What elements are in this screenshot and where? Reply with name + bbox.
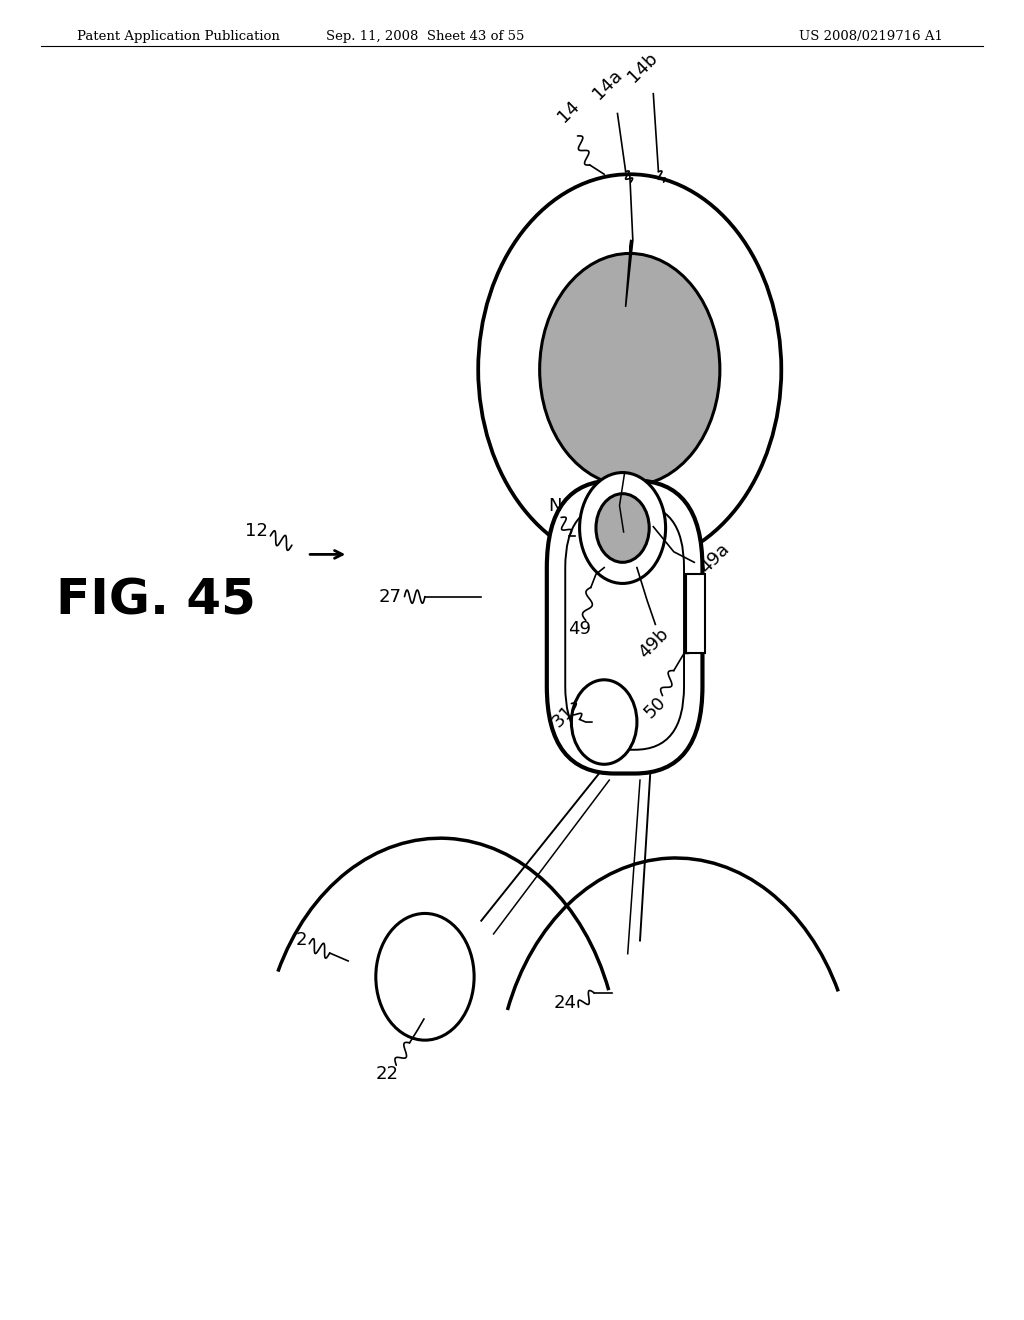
Circle shape [596,494,649,562]
Circle shape [540,253,720,486]
Text: Patent Application Publication: Patent Application Publication [77,30,280,44]
Text: 22: 22 [376,1065,398,1084]
Text: US 2008/0219716 A1: US 2008/0219716 A1 [799,30,943,44]
Text: 14: 14 [554,96,583,125]
Text: 49: 49 [568,620,591,639]
Text: 31: 31 [549,702,578,731]
Text: N: N [548,496,562,515]
FancyBboxPatch shape [547,480,702,774]
Text: 2: 2 [296,931,307,949]
Text: 12: 12 [246,521,268,540]
Text: 49a: 49a [696,540,733,577]
Text: 14a: 14a [589,66,626,103]
Text: 27: 27 [379,587,401,606]
Circle shape [478,174,781,565]
Text: 50: 50 [641,693,670,722]
Text: 24: 24 [554,994,577,1012]
Text: 49b: 49b [635,624,672,661]
Circle shape [571,680,637,764]
Text: Sep. 11, 2008  Sheet 43 of 55: Sep. 11, 2008 Sheet 43 of 55 [326,30,524,44]
Text: 14b: 14b [625,49,662,86]
Text: FIG. 45: FIG. 45 [56,577,256,624]
FancyBboxPatch shape [686,574,705,653]
Circle shape [376,913,474,1040]
Circle shape [580,473,666,583]
FancyBboxPatch shape [565,504,684,750]
